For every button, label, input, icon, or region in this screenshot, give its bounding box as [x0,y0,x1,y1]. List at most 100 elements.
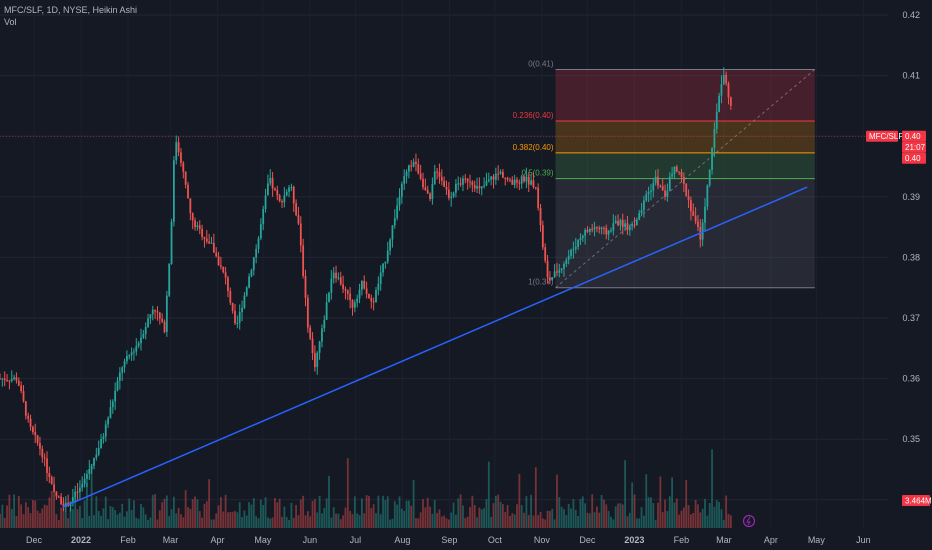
candle-body [530,180,532,185]
candle-body [386,250,389,262]
volume-bar [248,502,250,528]
candle-body [205,238,208,242]
candle-body [180,152,182,163]
candle-body [443,180,446,187]
candle-body [398,196,401,206]
volume-bar [652,503,655,528]
candle-body [494,173,497,180]
candle-body [135,345,138,352]
volume-bar [704,498,706,528]
volume-bar [271,517,274,528]
volume-bar [64,513,67,528]
volume-bar [15,516,18,528]
candle-body [617,220,619,226]
candle-body [525,176,528,182]
volume-bar [645,474,648,528]
candle-body [694,215,697,222]
volume-bar [593,512,596,528]
volume-bar [342,515,344,528]
volume-bar [408,500,410,528]
volume-bar [142,507,145,528]
candle-body [722,74,725,85]
candle-body [346,290,349,294]
candle-body [690,200,692,212]
candle-body [285,191,288,196]
volume-bar [281,516,283,528]
candle-body [314,353,316,368]
volume-bar [525,496,528,528]
candle-body [701,222,704,240]
volume-bar [194,496,196,528]
price-tick-label: 0.37 [902,313,920,323]
candle-body [433,171,436,184]
candle-body [83,479,86,484]
candle-body [396,205,399,219]
volume-bar [220,497,222,528]
volume-bar [41,508,44,528]
volume-bar [100,515,102,528]
volume-bar [76,509,79,528]
time-tick-label: 2023 [624,535,644,545]
candle-body [598,228,601,230]
time-tick-label: Mar [716,535,732,545]
volume-bar [262,505,265,528]
candle-body [549,277,551,281]
candle-body [248,276,250,288]
volume-bar [328,475,330,528]
volume-bar [675,498,678,528]
candle-body [95,454,98,458]
volume-bar [217,505,220,528]
volume-bar [450,512,453,528]
volume-bar [647,497,650,528]
volume-bar [497,494,500,528]
volume-bar [490,517,493,528]
volume-bar [288,519,290,528]
volume-bar [297,515,300,528]
volume-bar [175,513,178,528]
candle-body [516,179,518,183]
candle-body [382,263,384,273]
candle-body [579,238,582,240]
candle-body [673,166,676,175]
volume-bar [264,497,267,528]
candle-body [713,129,716,149]
volume-bar [389,519,391,528]
candle-body [27,415,30,419]
candle-body [614,220,617,224]
volume-bar [664,499,666,528]
volume-bar [556,474,558,528]
volume-value-tag: 3.464M [905,497,932,506]
candle-body [231,302,234,311]
volume-bar [50,491,53,528]
volume-bar [330,517,333,528]
last-price-tag: 0.40 [905,132,921,141]
price-tick-label: 0.36 [902,374,920,384]
volume-bar [386,496,389,528]
candle-body [591,229,594,231]
volume-bar [123,516,126,528]
volume-bar [39,513,41,528]
volume-bar [241,517,243,528]
candle-body [375,290,377,303]
volume-bar [43,504,46,528]
volume-bar [405,500,408,528]
volume-bar [325,498,328,528]
volume-bar [518,473,521,528]
candle-body [492,176,495,180]
candle-body [175,142,178,161]
volume-bar [140,504,142,528]
volume-bar [584,503,587,528]
candle-body [264,195,267,210]
candle-body [661,186,664,191]
volume-bar [332,507,335,528]
volume-bar [457,498,460,528]
volume-bar [245,515,248,528]
candle-body [36,435,39,443]
candle-body [692,211,695,216]
volume-bar [69,508,72,528]
candle-body [210,242,213,244]
volume-bar [560,506,563,528]
volume-bar [603,499,605,528]
candle-body [292,186,295,204]
